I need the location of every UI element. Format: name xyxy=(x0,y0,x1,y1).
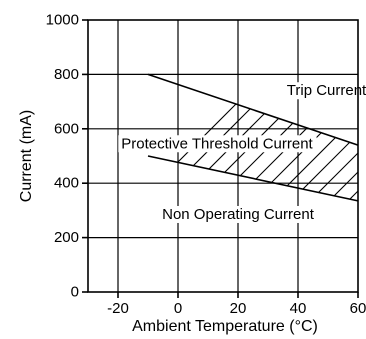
x-tick-label: 60 xyxy=(350,300,366,317)
hatch-line xyxy=(218,74,358,201)
hatch-line xyxy=(275,74,358,201)
region-label-background xyxy=(159,205,318,223)
hatch-line xyxy=(161,74,358,201)
x-tick-label: -20 xyxy=(107,300,129,317)
hatch-line xyxy=(148,74,358,201)
region-label: Protective Threshold Current xyxy=(121,135,313,152)
hatch-line xyxy=(180,74,358,201)
region-labels: Trip Current Protective Threshold Current… xyxy=(118,82,366,223)
hatch-line xyxy=(148,74,358,201)
x-tick-label: 20 xyxy=(230,300,247,317)
hatch-line xyxy=(148,74,340,201)
trip-current-line xyxy=(147,73,359,146)
hatched-band xyxy=(148,74,358,201)
y-tick-label: 600 xyxy=(54,120,79,137)
hatch-line xyxy=(256,74,358,201)
hatch-line xyxy=(148,74,358,201)
region-label-background xyxy=(118,135,317,153)
threshold-lower-line xyxy=(147,155,359,202)
y-tick-label: 0 xyxy=(71,284,79,301)
x-tick-label: 0 xyxy=(174,300,182,317)
region-label-background xyxy=(283,82,366,100)
curves xyxy=(147,73,359,202)
plot-frame xyxy=(87,19,359,293)
grid xyxy=(88,20,358,292)
x-axis-title: Ambient Temperature (°C) xyxy=(132,318,318,335)
y-tick-label: 400 xyxy=(54,175,79,192)
y-axis-title: Current (mA) xyxy=(18,110,35,202)
x-tick-label: 40 xyxy=(290,300,307,317)
hatch-line xyxy=(351,74,358,201)
hatch-line xyxy=(199,74,358,201)
region-label: Non Operating Current xyxy=(162,206,315,223)
y-tick-label: 1000 xyxy=(46,12,79,29)
hatch-line xyxy=(237,74,358,201)
hatch-line xyxy=(148,74,321,201)
hatch-line xyxy=(332,74,358,201)
region-label: Trip Current xyxy=(287,82,366,99)
y-tick-label: 200 xyxy=(54,229,79,246)
hatch-line xyxy=(148,74,358,201)
y-tick-label: 800 xyxy=(54,66,79,83)
